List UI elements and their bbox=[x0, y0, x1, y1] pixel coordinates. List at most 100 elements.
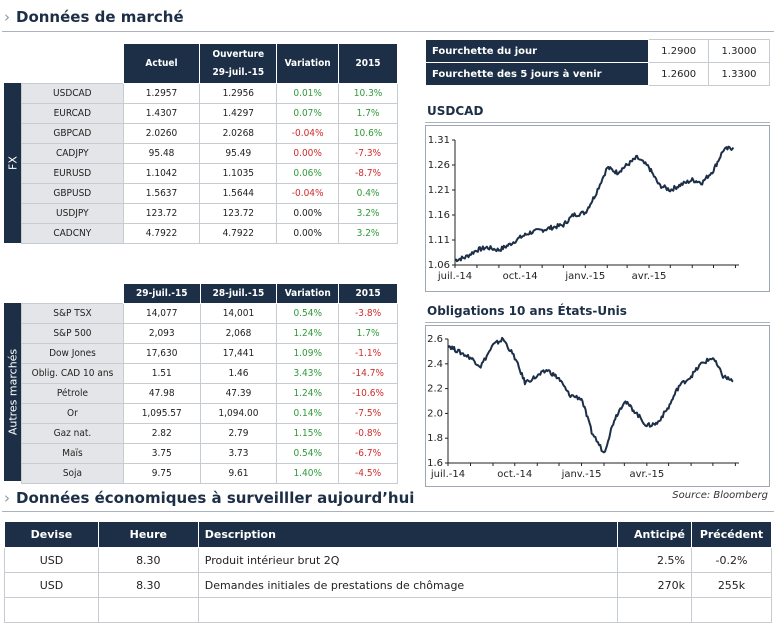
y-tick-label: 1.6 bbox=[427, 458, 443, 469]
range-table: Fourchette du jour 1.2900 1.3000 Fourche… bbox=[424, 39, 770, 86]
other-row-d2: 14,001 bbox=[199, 303, 278, 324]
eco-header-anticipe: Anticipé bbox=[617, 521, 692, 548]
y-tick-label: 1.21 bbox=[428, 185, 450, 196]
usdcad-chart-svg: 1.06 1.11 1.16 1.21 1.26 1.31 juil.-14 oct.-14 j… bbox=[428, 135, 739, 282]
other-row-name: S&P 500 bbox=[21, 323, 124, 344]
fx-row-ouverture: 4.7922 bbox=[199, 223, 278, 244]
other-markets-sidebar: Autres marchés bbox=[4, 303, 21, 481]
economic-row-anticipe: 270k bbox=[617, 572, 692, 598]
fx-header-variation: Variation bbox=[276, 43, 340, 84]
fx-row-ytd: 0.4% bbox=[338, 183, 398, 204]
bond-title-rule bbox=[425, 322, 770, 323]
other-row-ytd: -0.8% bbox=[338, 423, 398, 444]
fx-row-variation: -0.04% bbox=[276, 183, 340, 204]
fx-row-actuel: 1.5637 bbox=[122, 183, 201, 204]
other-row: Gaz nat. 2.82 2.79 1.15% -0.8% bbox=[21, 423, 398, 444]
economic-row-precedent: -0.2% bbox=[691, 547, 772, 573]
other-row-d1: 2,093 bbox=[122, 323, 201, 344]
other-row-ytd: -4.5% bbox=[338, 463, 398, 484]
y-tick-label: 2.4 bbox=[427, 359, 443, 370]
other-markets-sidebar-label: Autres marchés bbox=[6, 348, 19, 436]
source-note: Source: Bloomberg bbox=[672, 490, 768, 501]
x-tick-label: oct.-14 bbox=[497, 469, 532, 480]
fx-row-name: CADCNY bbox=[21, 223, 124, 244]
economic-row-description bbox=[197, 597, 619, 623]
eco-header-heure: Heure bbox=[97, 521, 199, 548]
range-5day-low: 1.2600 bbox=[648, 62, 710, 86]
other-header-d2: 28-juil.-15 bbox=[199, 283, 278, 304]
fx-row-ytd: 3.2% bbox=[338, 203, 398, 224]
fx-row-ouverture: 1.1035 bbox=[199, 163, 278, 184]
y-tick-label: 2.2 bbox=[427, 384, 443, 395]
other-row-d2: 2.79 bbox=[199, 423, 278, 444]
economic-row-description: Produit intérieur brut 2Q bbox=[197, 547, 619, 573]
market-section-title: › Données de marché bbox=[4, 8, 184, 26]
other-row-d2: 9.61 bbox=[199, 463, 278, 484]
fx-row-ouverture: 1.4297 bbox=[199, 103, 278, 124]
fx-row-ytd: -7.3% bbox=[338, 143, 398, 164]
x-tick-label: avr.-15 bbox=[632, 271, 667, 282]
range-day-high: 1.3000 bbox=[708, 39, 770, 63]
fx-row-name: USDCAD bbox=[21, 83, 124, 104]
other-row-d2: 47.39 bbox=[199, 383, 278, 404]
economic-row-heure: 8.30 bbox=[97, 547, 199, 573]
series-line bbox=[454, 145, 735, 263]
fx-row: EURUSD 1.1042 1.1035 0.06% -8.7% bbox=[21, 163, 398, 184]
usdcad-chart: 1.06 1.11 1.16 1.21 1.26 1.31 juil.-14 oct.-14 j… bbox=[425, 125, 770, 292]
other-row-variation: 1.24% bbox=[276, 323, 340, 344]
other-row-ytd: 1.7% bbox=[338, 323, 398, 344]
fx-row: CADJPY 95.48 95.49 0.00% -7.3% bbox=[21, 143, 398, 164]
economic-row-anticipe: 2.5% bbox=[617, 547, 692, 573]
fx-row-ytd: 1.7% bbox=[338, 103, 398, 124]
other-row-ytd: -3.8% bbox=[338, 303, 398, 324]
other-row-d1: 9.75 bbox=[122, 463, 201, 484]
other-row: Or 1,095.57 1,094.00 0.14% -7.5% bbox=[21, 403, 398, 424]
economic-row: USD 8.30 Demandes initiales de prestations… bbox=[4, 572, 772, 598]
other-row-variation: 1.15% bbox=[276, 423, 340, 444]
other-row-name: Pétrole bbox=[21, 383, 124, 404]
other-row-name: Maïs bbox=[21, 443, 124, 464]
other-row-name: Dow Jones bbox=[21, 343, 124, 364]
fx-row-variation: 0.00% bbox=[276, 223, 340, 244]
fx-row-ouverture: 1.2956 bbox=[199, 83, 278, 104]
economic-row-devise bbox=[4, 597, 99, 623]
x-tick-label: oct.-14 bbox=[503, 271, 538, 282]
fx-row-name: CADJPY bbox=[21, 143, 124, 164]
fx-row-name: GBPCAD bbox=[21, 123, 124, 144]
other-row-variation: 0.14% bbox=[276, 403, 340, 424]
y-tick-label: 1.11 bbox=[428, 235, 450, 246]
other-row-variation: 1.40% bbox=[276, 463, 340, 484]
other-row-ytd: -1.1% bbox=[338, 343, 398, 364]
other-header-variation: Variation bbox=[276, 283, 340, 304]
y-tick-label: 2.6 bbox=[427, 334, 443, 345]
eco-header-precedent: Précédent bbox=[691, 521, 772, 548]
fx-row-actuel: 95.48 bbox=[122, 143, 201, 164]
fx-row-ouverture: 95.49 bbox=[199, 143, 278, 164]
other-row-ytd: -7.5% bbox=[338, 403, 398, 424]
other-header-d1: 29-juil.-15 bbox=[122, 283, 201, 304]
other-row-variation: 3.43% bbox=[276, 363, 340, 384]
economic-row-anticipe bbox=[617, 597, 692, 623]
fx-row-ytd: -8.7% bbox=[338, 163, 398, 184]
eco-header-description: Description bbox=[197, 521, 619, 548]
range-5day-high: 1.3300 bbox=[708, 62, 770, 86]
fx-row: USDJPY 123.72 123.72 0.00% 3.2% bbox=[21, 203, 398, 224]
fx-header-actuel: Actuel bbox=[122, 43, 201, 84]
other-row-d2: 3.73 bbox=[199, 443, 278, 464]
economic-table: Devise Heure Description Anticipé Précéd… bbox=[4, 521, 772, 623]
economic-row: USD 8.30 Produit intérieur brut 2Q 2.5% -0.2… bbox=[4, 547, 772, 573]
other-row-d1: 47.98 bbox=[122, 383, 201, 404]
other-row-name: Or bbox=[21, 403, 124, 424]
y-tick-label: 1.8 bbox=[427, 433, 443, 444]
other-row-d1: 3.75 bbox=[122, 443, 201, 464]
fx-row-ytd: 3.2% bbox=[338, 223, 398, 244]
fx-row-variation: -0.04% bbox=[276, 123, 340, 144]
other-row: Dow Jones 17,630 17,441 1.09% -1.1% bbox=[21, 343, 398, 364]
fx-row-ouverture: 123.72 bbox=[199, 203, 278, 224]
x-tick-label: juil.-14 bbox=[430, 469, 465, 480]
other-row-name: Gaz nat. bbox=[21, 423, 124, 444]
fx-row-actuel: 123.72 bbox=[122, 203, 201, 224]
y-tick-label: 1.06 bbox=[428, 260, 450, 271]
fx-row-actuel: 1.1042 bbox=[122, 163, 201, 184]
chevron-right-icon: › bbox=[4, 8, 10, 26]
